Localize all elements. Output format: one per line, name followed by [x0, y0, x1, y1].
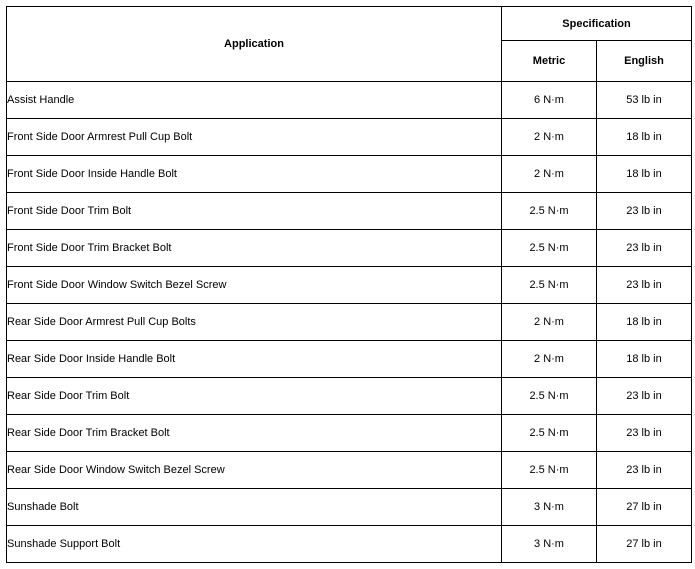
cell-application: Front Side Door Inside Handle Bolt	[7, 156, 502, 193]
cell-application: Front Side Door Trim Bracket Bolt	[7, 230, 502, 267]
cell-metric: 2.5 N·m	[502, 415, 597, 452]
cell-metric: 2.5 N·m	[502, 267, 597, 304]
cell-application: Sunshade Bolt	[7, 489, 502, 526]
table-row: Rear Side Door Armrest Pull Cup Bolts 2 …	[7, 304, 692, 341]
table-row: Front Side Door Trim Bolt 2.5 N·m 23 lb …	[7, 193, 692, 230]
table-row: Rear Side Door Window Switch Bezel Screw…	[7, 452, 692, 489]
cell-metric: 2.5 N·m	[502, 452, 597, 489]
table-row: Sunshade Bolt 3 N·m 27 lb in	[7, 489, 692, 526]
table-row: Front Side Door Inside Handle Bolt 2 N·m…	[7, 156, 692, 193]
cell-application: Front Side Door Armrest Pull Cup Bolt	[7, 119, 502, 156]
table-row: Front Side Door Window Switch Bezel Scre…	[7, 267, 692, 304]
cell-metric: 3 N·m	[502, 526, 597, 563]
cell-english: 23 lb in	[597, 193, 692, 230]
cell-application: Front Side Door Window Switch Bezel Scre…	[7, 267, 502, 304]
cell-application: Rear Side Door Window Switch Bezel Screw	[7, 452, 502, 489]
cell-metric: 2 N·m	[502, 119, 597, 156]
table-body: Assist Handle 6 N·m 53 lb in Front Side …	[7, 82, 692, 563]
cell-metric: 2 N·m	[502, 304, 597, 341]
cell-application: Sunshade Support Bolt	[7, 526, 502, 563]
table-row: Assist Handle 6 N·m 53 lb in	[7, 82, 692, 119]
cell-application: Rear Side Door Trim Bracket Bolt	[7, 415, 502, 452]
cell-english: 23 lb in	[597, 452, 692, 489]
cell-english: 53 lb in	[597, 82, 692, 119]
header-english: English	[597, 41, 692, 82]
table-row: Front Side Door Trim Bracket Bolt 2.5 N·…	[7, 230, 692, 267]
cell-english: 23 lb in	[597, 267, 692, 304]
header-metric: Metric	[502, 41, 597, 82]
table-row: Sunshade Support Bolt 3 N·m 27 lb in	[7, 526, 692, 563]
cell-application: Rear Side Door Armrest Pull Cup Bolts	[7, 304, 502, 341]
table-row: Rear Side Door Inside Handle Bolt 2 N·m …	[7, 341, 692, 378]
cell-metric: 3 N·m	[502, 489, 597, 526]
header-specification: Specification	[502, 7, 692, 41]
specification-table: Application Specification Metric English…	[6, 6, 692, 563]
cell-metric: 2 N·m	[502, 341, 597, 378]
cell-metric: 2.5 N·m	[502, 230, 597, 267]
cell-english: 18 lb in	[597, 156, 692, 193]
cell-application: Rear Side Door Trim Bolt	[7, 378, 502, 415]
cell-metric: 6 N·m	[502, 82, 597, 119]
cell-application: Front Side Door Trim Bolt	[7, 193, 502, 230]
cell-english: 27 lb in	[597, 526, 692, 563]
cell-english: 27 lb in	[597, 489, 692, 526]
cell-english: 18 lb in	[597, 304, 692, 341]
table-row: Rear Side Door Trim Bracket Bolt 2.5 N·m…	[7, 415, 692, 452]
table-header: Application Specification Metric English	[7, 7, 692, 82]
table-row: Front Side Door Armrest Pull Cup Bolt 2 …	[7, 119, 692, 156]
cell-application: Rear Side Door Inside Handle Bolt	[7, 341, 502, 378]
cell-metric: 2 N·m	[502, 156, 597, 193]
cell-english: 18 lb in	[597, 341, 692, 378]
cell-english: 23 lb in	[597, 415, 692, 452]
header-application: Application	[7, 7, 502, 82]
cell-english: 23 lb in	[597, 230, 692, 267]
table-row: Rear Side Door Trim Bolt 2.5 N·m 23 lb i…	[7, 378, 692, 415]
cell-metric: 2.5 N·m	[502, 193, 597, 230]
cell-english: 23 lb in	[597, 378, 692, 415]
cell-metric: 2.5 N·m	[502, 378, 597, 415]
cell-english: 18 lb in	[597, 119, 692, 156]
cell-application: Assist Handle	[7, 82, 502, 119]
